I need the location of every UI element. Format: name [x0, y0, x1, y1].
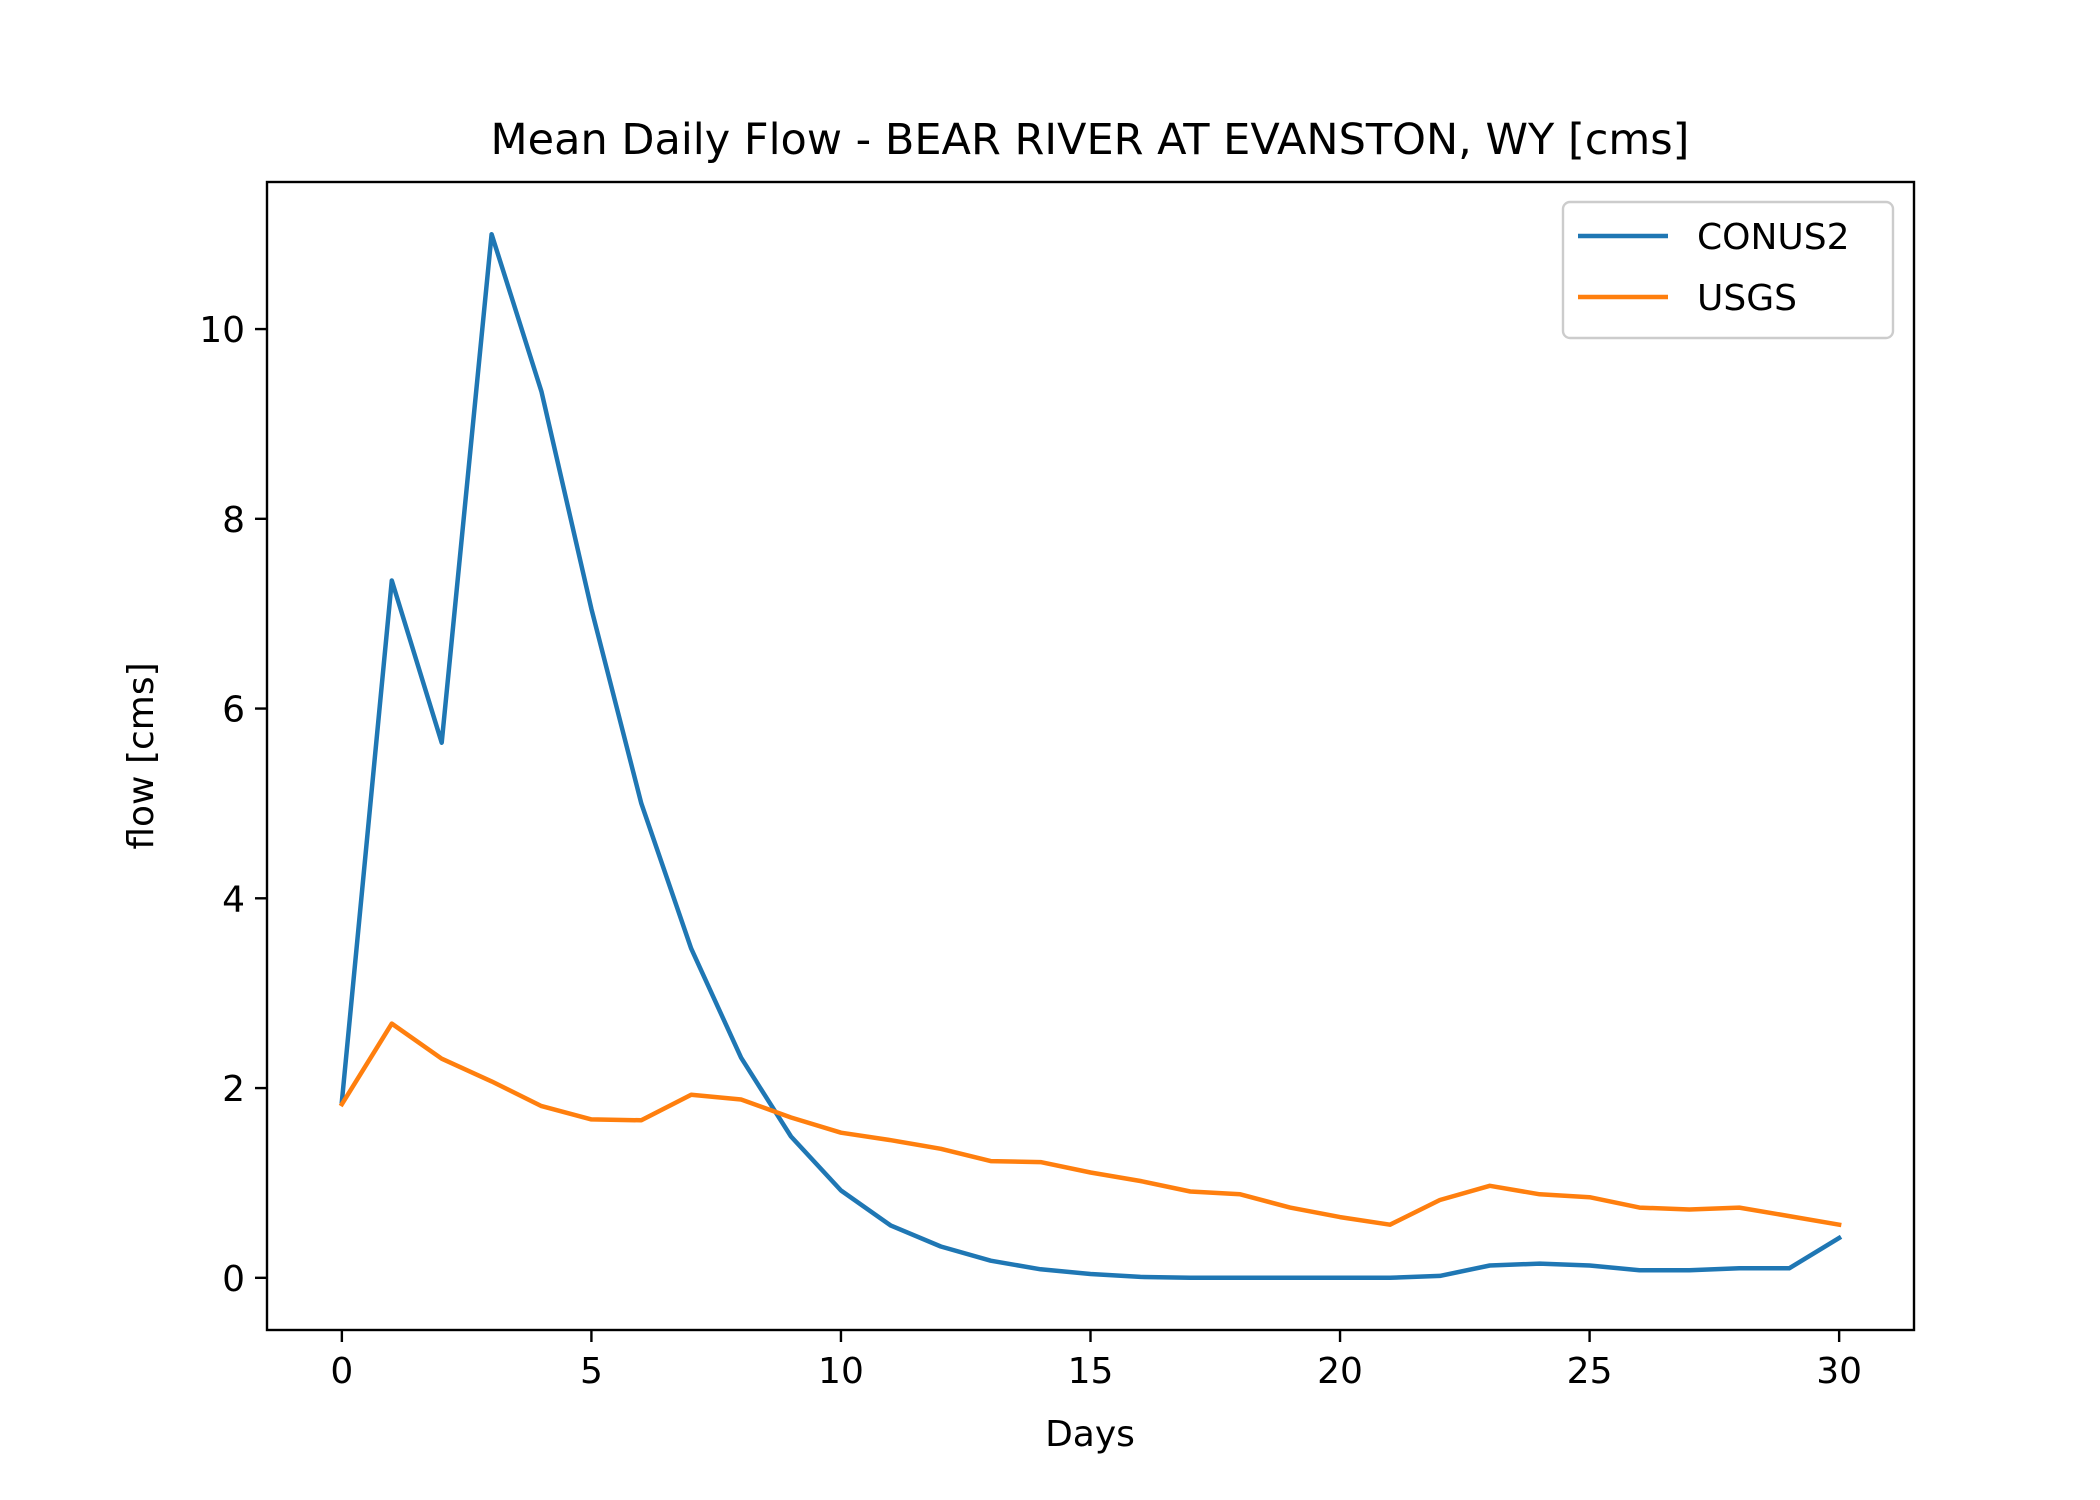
y-axis-label: flow [cms] — [121, 662, 162, 849]
x-tick-label: 10 — [818, 1351, 864, 1392]
y-tick-label: 2 — [222, 1069, 245, 1110]
legend-label-usgs: USGS — [1697, 278, 1797, 319]
x-tick-label: 20 — [1317, 1351, 1363, 1392]
x-tick-label: 0 — [330, 1351, 353, 1392]
x-tick-label: 5 — [580, 1351, 603, 1392]
series-line-conus2 — [339, 231, 1843, 1281]
y-tick-label: 6 — [222, 690, 245, 731]
x-axis-label: Days — [1045, 1414, 1135, 1455]
series-layer — [338, 231, 1843, 1281]
x-axis: 0 5 10 15 20 25 30 — [330, 1330, 1862, 1392]
y-tick-label: 4 — [222, 879, 245, 920]
x-tick-label: 25 — [1567, 1351, 1613, 1392]
y-axis: 0 2 4 6 8 10 — [199, 310, 267, 1300]
series-line-usgs — [338, 1021, 1842, 1228]
legend-label-conus2: CONUS2 — [1697, 217, 1850, 258]
x-tick-label: 30 — [1816, 1351, 1862, 1392]
x-tick-label: 15 — [1068, 1351, 1114, 1392]
legend: CONUS2 USGS — [1561, 200, 1895, 340]
y-tick-label: 0 — [222, 1259, 245, 1300]
y-tick-label: 10 — [199, 310, 245, 351]
chart-title: Mean Daily Flow - BEAR RIVER AT EVANSTON… — [491, 115, 1690, 165]
y-tick-label: 8 — [222, 500, 245, 541]
